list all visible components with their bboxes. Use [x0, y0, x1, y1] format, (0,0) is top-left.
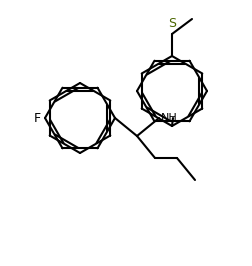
Text: F: F — [34, 111, 41, 124]
Text: NH: NH — [161, 113, 178, 123]
Text: S: S — [168, 17, 176, 30]
